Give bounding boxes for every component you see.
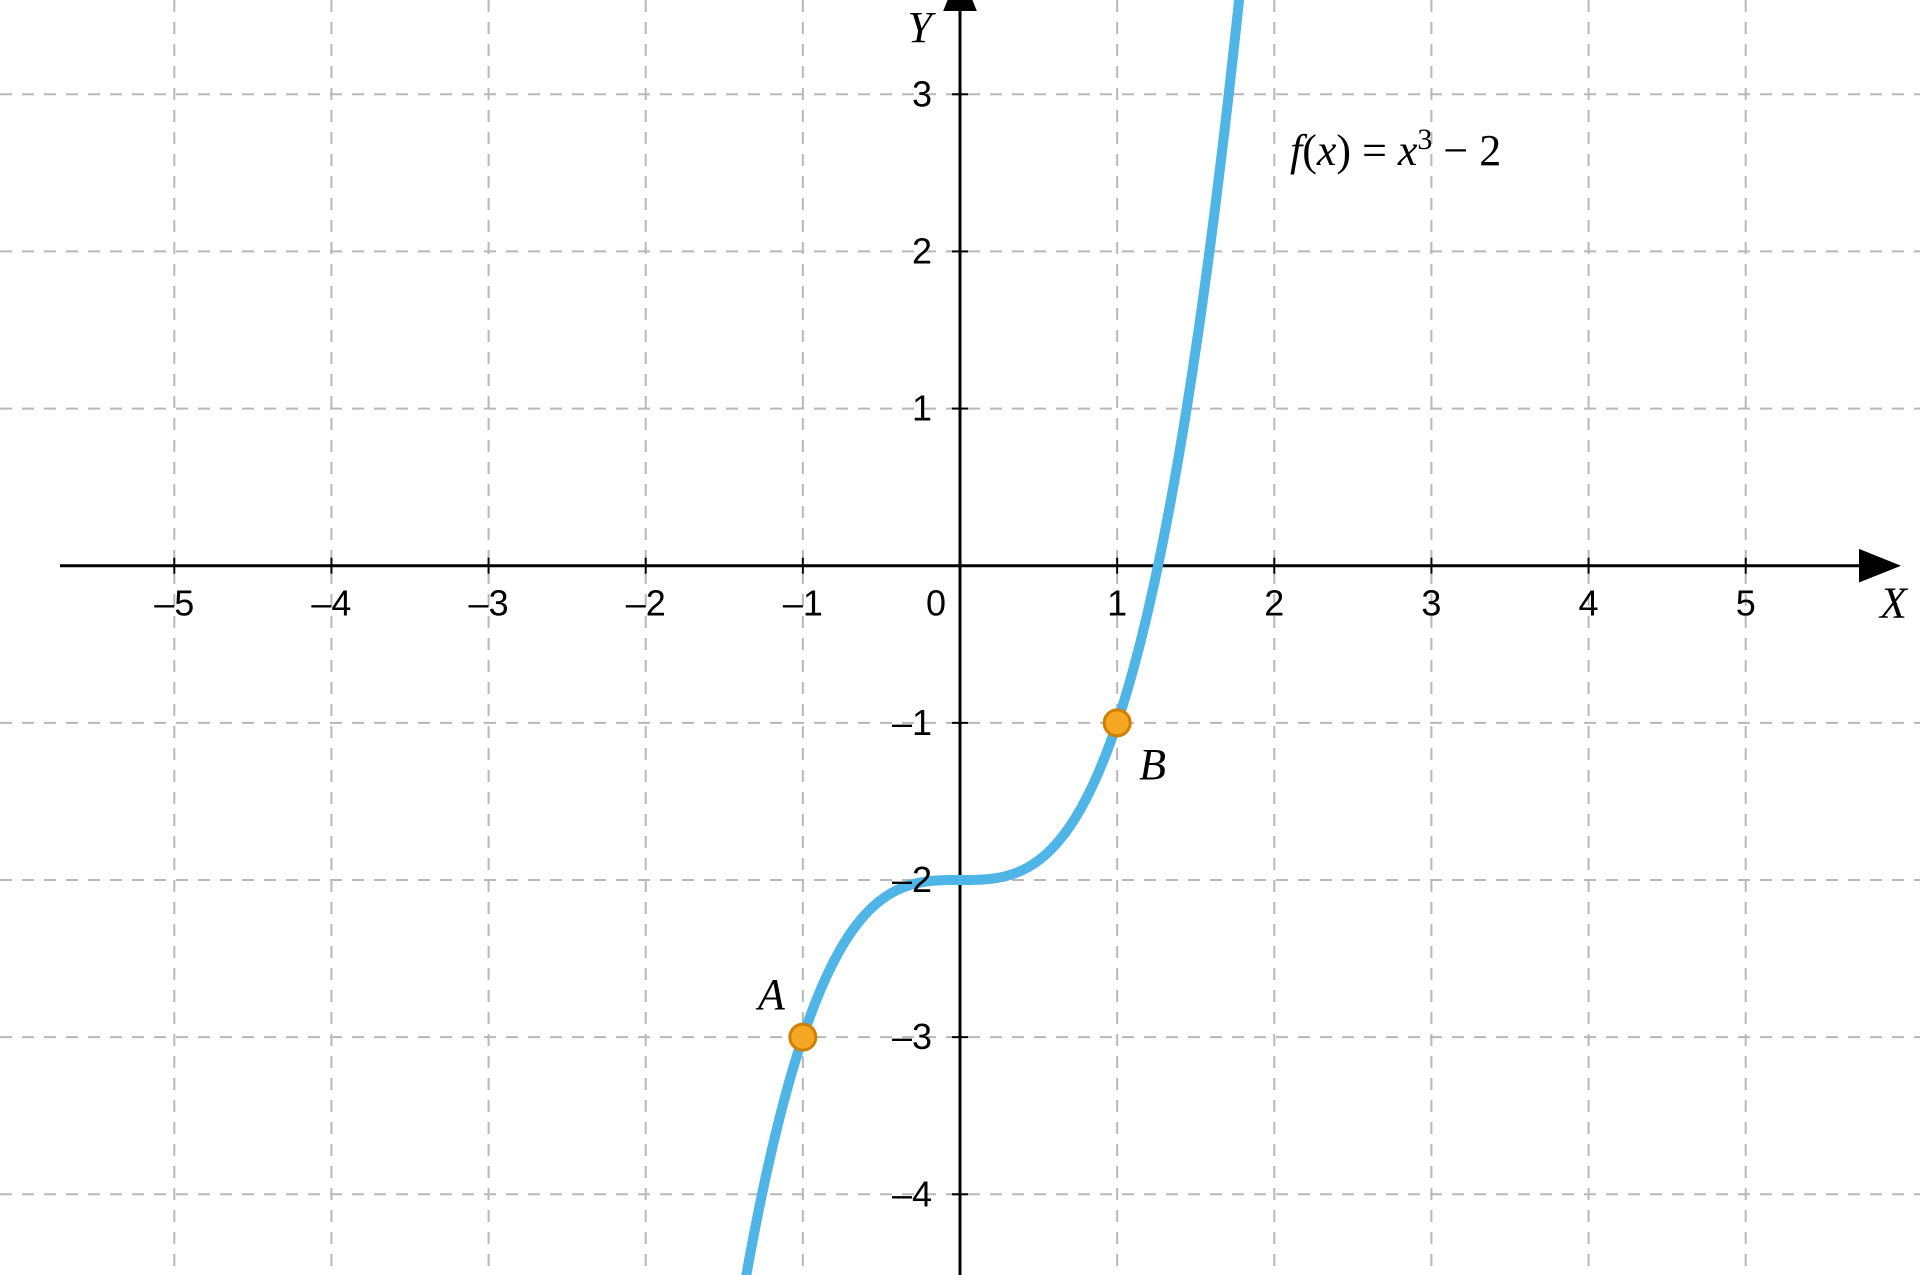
point-label-A: A [755, 970, 786, 1019]
y-tick--4: –4 [892, 1173, 932, 1214]
x-tick-2: 2 [1264, 583, 1284, 624]
labels: –5–4–3–2–1123450–5–4–3–2–1123XYABf(x) = … [154, 3, 1909, 1275]
y-tick--3: –3 [892, 1016, 932, 1057]
x-tick--5: –5 [154, 583, 194, 624]
x-tick-4: 4 [1579, 583, 1599, 624]
axes [60, 0, 1880, 1275]
y-tick-1: 1 [912, 388, 932, 429]
x-tick-1: 1 [1107, 583, 1127, 624]
point-A [790, 1024, 816, 1050]
x-tick--4: –4 [311, 583, 351, 624]
function-label: f(x) = x3 − 2 [1290, 123, 1501, 175]
y-tick-3: 3 [912, 73, 932, 114]
point-B [1104, 710, 1130, 736]
x-tick--3: –3 [469, 583, 509, 624]
y-tick-2: 2 [912, 230, 932, 271]
coordinate-plane-chart: –5–4–3–2–1123450–5–4–3–2–1123XYABf(x) = … [0, 0, 1920, 1275]
x-tick--1: –1 [783, 583, 823, 624]
x-tick-5: 5 [1736, 583, 1756, 624]
origin-label: 0 [926, 583, 946, 624]
x-tick-3: 3 [1421, 583, 1441, 624]
x-axis-title: X [1878, 579, 1909, 628]
x-tick--2: –2 [626, 583, 666, 624]
y-axis-title: Y [908, 3, 937, 52]
y-tick--2: –2 [892, 859, 932, 900]
point-label-B: B [1139, 740, 1166, 789]
y-tick--1: –1 [892, 702, 932, 743]
